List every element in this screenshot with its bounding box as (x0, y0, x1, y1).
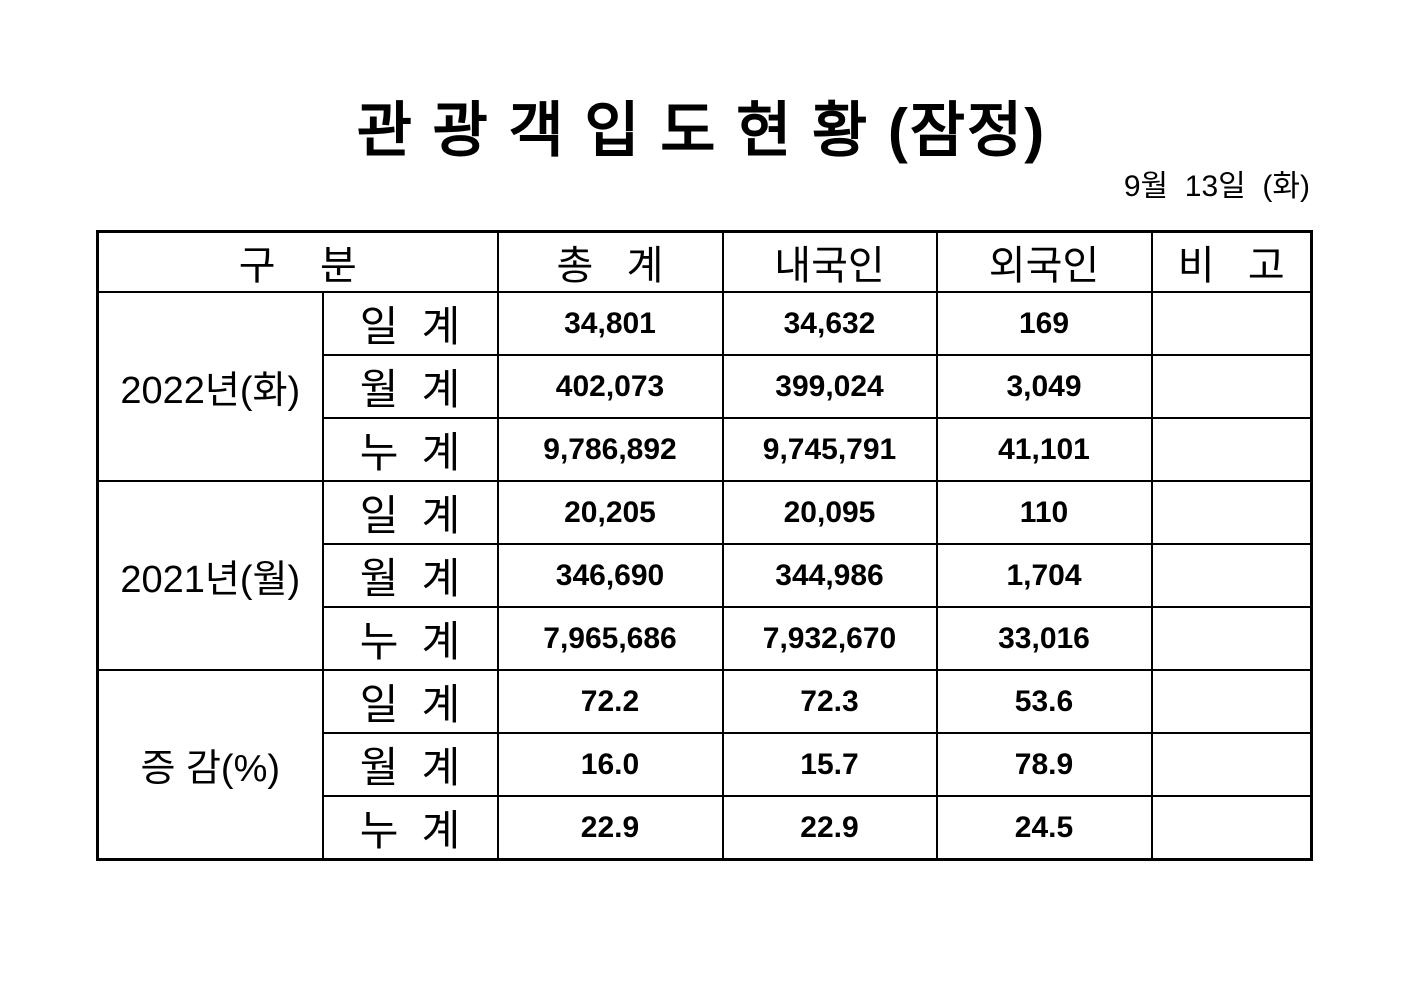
value-cell-domestic: 9,745,791 (721, 417, 938, 482)
col-header-domestic: 내국인 (721, 230, 938, 293)
row-type-label: 일 계 (321, 480, 499, 545)
row-group-label-change-pct: 증 감(%) (96, 669, 324, 861)
value-cell-total: 346,690 (496, 543, 724, 608)
note-cell (1150, 417, 1313, 482)
note-cell (1150, 543, 1313, 608)
table-row: 누 계 9,786,892 9,745,791 41,101 (98, 417, 1313, 482)
value-cell-foreign: 78.9 (935, 732, 1153, 797)
value-cell-total: 22.9 (496, 795, 724, 861)
table-row: 누 계 7,965,686 7,932,670 33,016 (98, 606, 1313, 671)
row-type-label: 월 계 (321, 354, 499, 419)
col-header-foreign: 외국인 (935, 230, 1153, 293)
value-cell-domestic: 34,632 (721, 291, 938, 356)
value-cell-domestic: 399,024 (721, 354, 938, 419)
value-cell-domestic: 7,932,670 (721, 606, 938, 671)
value-cell-foreign: 110 (935, 480, 1153, 545)
row-group-label-2022: 2022년(화) (96, 291, 324, 482)
row-type-label: 누 계 (321, 417, 499, 482)
row-type-label: 누 계 (321, 606, 499, 671)
value-cell-total: 7,965,686 (496, 606, 724, 671)
row-type-label: 누 계 (321, 795, 499, 861)
note-cell (1150, 291, 1313, 356)
value-cell-total: 16.0 (496, 732, 724, 797)
value-cell-total: 402,073 (496, 354, 724, 419)
value-cell-total: 72.2 (496, 669, 724, 734)
value-cell-foreign: 3,049 (935, 354, 1153, 419)
row-type-label: 월 계 (321, 732, 499, 797)
value-cell-foreign: 24.5 (935, 795, 1153, 861)
value-cell-domestic: 20,095 (721, 480, 938, 545)
note-cell (1150, 669, 1313, 734)
page-title: 관 광 객 입 도 현 황 (잠정) (356, 97, 1047, 164)
tourist-arrivals-table: 구 분 총 계 내국인 외국인 비 고 2022년(화) 일 계 34,801 … (96, 230, 1313, 861)
value-cell-total: 20,205 (496, 480, 724, 545)
header-row: 구 분 총 계 내국인 외국인 비 고 (96, 230, 1313, 293)
note-cell (1150, 732, 1313, 797)
note-cell (1150, 606, 1313, 671)
table-row: 2022년(화) 일 계 34,801 34,632 169 (96, 291, 1313, 482)
row-type-label: 일 계 (321, 669, 499, 734)
table-row: 월 계 402,073 399,024 3,049 (98, 354, 1313, 419)
table-row: 월 계 16.0 15.7 78.9 (98, 732, 1313, 797)
value-cell-domestic: 22.9 (721, 795, 938, 861)
col-header-grand-total: 총 계 (496, 230, 724, 293)
row-group-label-2021: 2021년(월) (96, 480, 324, 671)
table-row: 월 계 346,690 344,986 1,704 (98, 543, 1313, 608)
value-cell-foreign: 41,101 (935, 417, 1153, 482)
value-cell-total: 9,786,892 (496, 417, 724, 482)
col-header-remarks: 비 고 (1150, 230, 1313, 293)
table-row: 누 계 22.9 22.9 24.5 (98, 795, 1313, 861)
row-type-label: 월 계 (321, 543, 499, 608)
row-type-label: 일 계 (321, 291, 499, 356)
value-cell-foreign: 169 (935, 291, 1153, 356)
value-cell-foreign: 33,016 (935, 606, 1153, 671)
value-cell-total: 34,801 (496, 291, 724, 356)
value-cell-domestic: 72.3 (721, 669, 938, 734)
col-header-category: 구 분 (96, 230, 499, 293)
note-cell (1150, 795, 1313, 861)
value-cell-domestic: 344,986 (721, 543, 938, 608)
value-cell-domestic: 15.7 (721, 732, 938, 797)
note-cell (1150, 480, 1313, 545)
value-cell-foreign: 1,704 (935, 543, 1153, 608)
table-row: 증 감(%) 일 계 72.2 72.3 53.6 (96, 669, 1313, 861)
note-cell (1150, 354, 1313, 419)
report-date: 9월 13일 (화) (1123, 170, 1310, 203)
table-row: 2021년(월) 일 계 20,205 20,095 110 (96, 480, 1313, 671)
value-cell-foreign: 53.6 (935, 669, 1153, 734)
